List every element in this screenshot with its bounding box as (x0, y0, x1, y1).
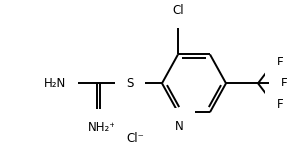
Text: S: S (126, 77, 134, 90)
Text: N: N (175, 120, 183, 133)
Text: Cl⁻: Cl⁻ (126, 132, 144, 145)
Text: F: F (277, 98, 284, 111)
Text: Cl: Cl (172, 4, 184, 17)
Text: H₂N: H₂N (44, 77, 66, 90)
Text: F: F (281, 77, 288, 90)
Text: F: F (277, 56, 284, 69)
Text: NH₂⁺: NH₂⁺ (88, 121, 116, 134)
